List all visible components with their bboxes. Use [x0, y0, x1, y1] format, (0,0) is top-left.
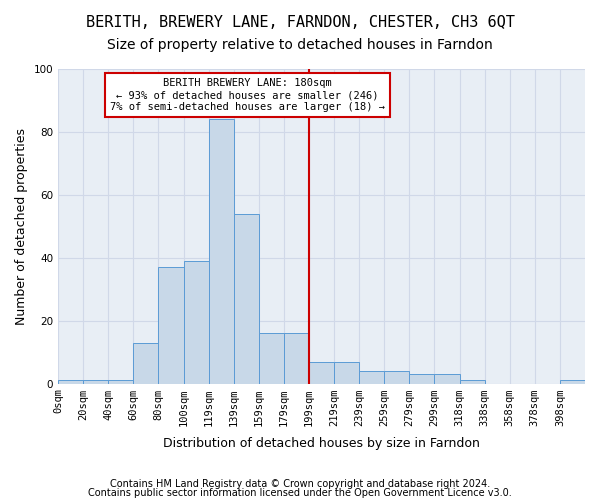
Bar: [309, 362, 334, 384]
Y-axis label: Number of detached properties: Number of detached properties: [15, 128, 28, 325]
Text: Size of property relative to detached houses in Farndon: Size of property relative to detached ho…: [107, 38, 493, 52]
Text: BERITH BREWERY LANE: 180sqm
← 93% of detached houses are smaller (246)
7% of sem: BERITH BREWERY LANE: 180sqm ← 93% of det…: [110, 78, 385, 112]
Bar: [460, 380, 485, 384]
Bar: [108, 380, 133, 384]
Bar: [284, 333, 309, 384]
Bar: [409, 374, 434, 384]
Bar: [560, 380, 585, 384]
Bar: [359, 371, 384, 384]
Bar: [184, 261, 209, 384]
Bar: [384, 371, 409, 384]
Bar: [209, 120, 233, 384]
Bar: [58, 380, 83, 384]
Bar: [158, 267, 184, 384]
Text: Contains public sector information licensed under the Open Government Licence v3: Contains public sector information licen…: [88, 488, 512, 498]
X-axis label: Distribution of detached houses by size in Farndon: Distribution of detached houses by size …: [163, 437, 480, 450]
Bar: [133, 342, 158, 384]
Bar: [233, 214, 259, 384]
Bar: [83, 380, 108, 384]
Text: BERITH, BREWERY LANE, FARNDON, CHESTER, CH3 6QT: BERITH, BREWERY LANE, FARNDON, CHESTER, …: [86, 15, 514, 30]
Text: Contains HM Land Registry data © Crown copyright and database right 2024.: Contains HM Land Registry data © Crown c…: [110, 479, 490, 489]
Bar: [434, 374, 460, 384]
Bar: [259, 333, 284, 384]
Bar: [334, 362, 359, 384]
